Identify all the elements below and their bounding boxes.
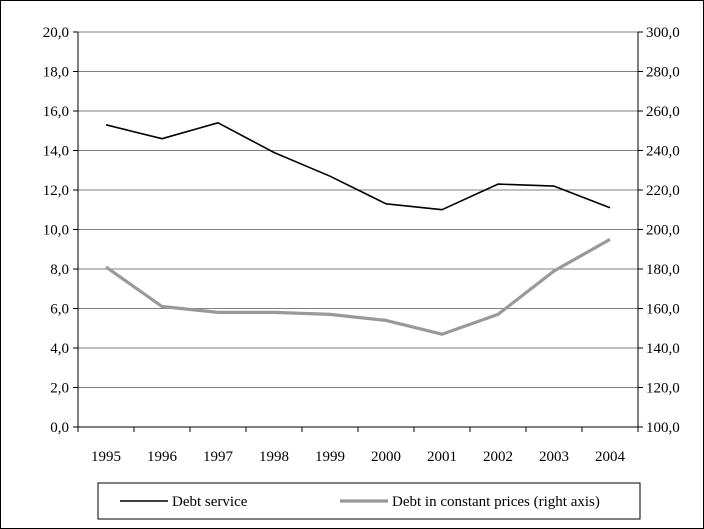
- x-tick-label: 2003: [539, 449, 569, 465]
- x-tick-label: 2000: [371, 449, 401, 465]
- tick-labels: 0,0 100,0 2,0 120,0 4,0 140,0 6,0 160,0 8,0 180,0…: [43, 25, 680, 465]
- x-tick-label: 2004: [595, 449, 626, 465]
- axes: [73, 31, 643, 432]
- right-tick-label: 100,0: [646, 420, 680, 436]
- series-lines: [105, 122, 611, 336]
- x-tick-label: 1996: [147, 449, 178, 465]
- left-tick-label: 0,0: [50, 420, 69, 436]
- left-tick-label: 2,0: [50, 381, 69, 397]
- x-tick-label: 1998: [259, 449, 289, 465]
- left-tick-label: 10,0: [43, 223, 69, 239]
- left-tick-label: 8,0: [50, 262, 69, 278]
- right-tick-label: 140,0: [646, 341, 680, 357]
- left-tick-label: 4,0: [50, 341, 69, 357]
- x-tick-label: 1999: [315, 449, 345, 465]
- right-tick-label: 120,0: [646, 381, 680, 397]
- legend: Debt service Debt in constant prices (rig…: [97, 482, 641, 520]
- right-tick-label: 160,0: [646, 302, 680, 318]
- x-tick-label: 1997: [203, 449, 234, 465]
- x-tick-label: 1995: [91, 449, 121, 465]
- left-tick-label: 12,0: [43, 183, 69, 199]
- left-tick-label: 16,0: [43, 104, 69, 120]
- series-line-2: [105, 238, 611, 336]
- left-tick-label: 18,0: [43, 65, 69, 81]
- right-tick-label: 280,0: [646, 65, 680, 81]
- legend-label-2: Debt in constant prices (right axis): [392, 494, 600, 510]
- right-tick-label: 260,0: [646, 104, 680, 120]
- x-tick-label: 2002: [483, 449, 513, 465]
- gridlines: [78, 31, 638, 388]
- right-tick-label: 200,0: [646, 223, 680, 239]
- right-tick-label: 180,0: [646, 262, 680, 278]
- series-line-1: [105, 122, 611, 211]
- right-tick-label: 300,0: [646, 25, 680, 41]
- left-tick-label: 6,0: [50, 302, 69, 318]
- left-tick-label: 14,0: [43, 144, 69, 160]
- x-tick-label: 2001: [427, 449, 457, 465]
- right-tick-label: 220,0: [646, 183, 680, 199]
- right-tick-label: 240,0: [646, 144, 680, 160]
- legend-label-1: Debt service: [172, 494, 248, 510]
- left-tick-label: 20,0: [43, 25, 69, 41]
